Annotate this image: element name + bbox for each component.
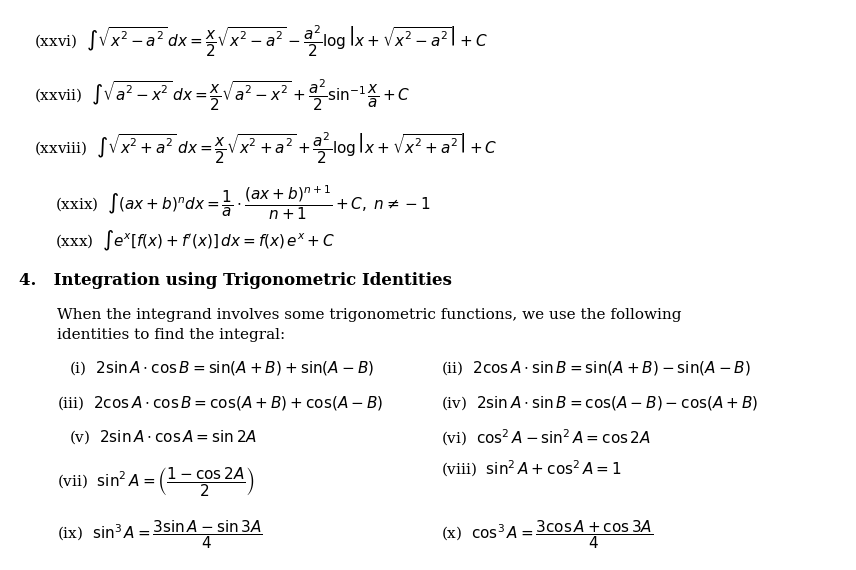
Text: (x)  $\cos^3 A = \dfrac{3\cos A + \cos 3A}{4}$: (x) $\cos^3 A = \dfrac{3\cos A + \cos 3A… [441,519,653,551]
Text: (v)  $2\sin A\cdot\cos A = \sin 2A$: (v) $2\sin A\cdot\cos A = \sin 2A$ [69,428,257,446]
Text: (vii)  $\sin^2 A = \left(\dfrac{1 - \cos 2A}{2}\right)$: (vii) $\sin^2 A = \left(\dfrac{1 - \cos … [57,465,255,498]
Text: (iv)  $2\sin A\cdot\sin B = \cos(A-B) - \cos(A+B)$: (iv) $2\sin A\cdot\sin B = \cos(A-B) - \… [441,394,758,412]
Text: (viii)  $\sin^2 A + \cos^2 A = 1$: (viii) $\sin^2 A + \cos^2 A = 1$ [441,458,621,479]
Text: (iii)  $2\cos A\cdot\cos B = \cos(A+B) + \cos(A-B)$: (iii) $2\cos A\cdot\cos B = \cos(A+B) + … [57,394,383,412]
Text: (vi)  $\cos^2 A - \sin^2 A = \cos 2A$: (vi) $\cos^2 A - \sin^2 A = \cos 2A$ [441,428,651,449]
Text: (xxvi)  $\int \sqrt{x^2 - a^2}\, dx = \dfrac{x}{2}\sqrt{x^2 - a^2} - \dfrac{a^2}: (xxvi) $\int \sqrt{x^2 - a^2}\, dx = \df… [33,23,487,59]
Text: When the integrand involves some trigonometric functions, we use the following
i: When the integrand involves some trigono… [57,308,681,342]
Text: (xxvii)  $\int \sqrt{a^2 - x^2}\, dx = \dfrac{x}{2}\sqrt{a^2 - x^2} + \dfrac{a^2: (xxvii) $\int \sqrt{a^2 - x^2}\, dx = \d… [33,77,410,113]
Text: (i)  $2\sin A\cdot\cos B = \sin(A+B) + \sin(A-B)$: (i) $2\sin A\cdot\cos B = \sin(A+B) + \s… [69,359,374,377]
Text: (xxviii)  $\int \sqrt{x^2 + a^2}\, dx = \dfrac{x}{2}\sqrt{x^2 + a^2} + \dfrac{a^: (xxviii) $\int \sqrt{x^2 + a^2}\, dx = \… [33,131,497,166]
Text: (ii)  $2\cos A\cdot\sin B = \sin(A+B) - \sin(A-B)$: (ii) $2\cos A\cdot\sin B = \sin(A+B) - \… [441,359,751,377]
Text: (ix)  $\sin^3 A = \dfrac{3\sin A - \sin 3A}{4}$: (ix) $\sin^3 A = \dfrac{3\sin A - \sin 3… [57,519,263,551]
Text: (xxx)  $\int e^x[f(x) + f'(x)]\,dx = f(x)\,e^x + C$: (xxx) $\int e^x[f(x) + f'(x)]\,dx = f(x)… [55,229,335,253]
Text: (xxix)  $\int (ax+b)^n dx = \dfrac{1}{a}\cdot\dfrac{(ax+b)^{n+1}}{n+1} + C,\; n : (xxix) $\int (ax+b)^n dx = \dfrac{1}{a}\… [55,184,431,222]
Text: 4.   Integration using Trigonometric Identities: 4. Integration using Trigonometric Ident… [19,272,451,289]
